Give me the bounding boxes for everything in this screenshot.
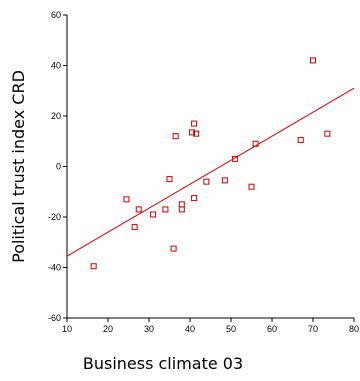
data-point (232, 155, 239, 162)
data-point (189, 129, 196, 136)
data-point (203, 178, 210, 185)
x-tick-label: 60 (267, 324, 277, 334)
data-point (150, 211, 157, 218)
data-point (178, 201, 185, 208)
y-axis-title: Political trust index CRD (9, 70, 28, 263)
data-point (248, 183, 255, 190)
x-tick-label: 80 (349, 324, 359, 334)
data-point (310, 57, 316, 64)
y-tick-label: -60 (48, 313, 61, 323)
data-point (193, 130, 200, 137)
data-point (166, 176, 173, 183)
data-point (123, 196, 130, 203)
x-axis-title: Business climate 03 (83, 354, 243, 373)
y-tick-label: 40 (51, 61, 61, 71)
data-point (172, 133, 179, 140)
fit-line (66, 87, 355, 257)
x-tick-label: 30 (144, 324, 154, 334)
data-point (162, 206, 169, 213)
y-tick-label: 20 (51, 111, 61, 121)
data-point (324, 130, 331, 137)
y-tick-label: 0 (56, 162, 61, 172)
fit-line-group (66, 87, 355, 257)
x-tick-label: 20 (103, 324, 113, 334)
data-point (90, 263, 97, 270)
y-tick-label: 60 (51, 10, 61, 20)
x-tick-label: 70 (308, 324, 318, 334)
x-tick-label: 40 (185, 324, 195, 334)
points-group (90, 57, 331, 270)
x-tick-label: 10 (62, 324, 72, 334)
data-point (191, 120, 198, 127)
data-point (131, 224, 138, 231)
axes: -60 -40 -20 0 20 40 60 10 20 30 40 50 60 70 80 (48, 10, 359, 334)
y-tick-label: -20 (48, 212, 61, 222)
y-tick-label: -40 (48, 263, 61, 273)
data-point (297, 136, 304, 143)
x-tick-label: 50 (226, 324, 236, 334)
data-point (191, 195, 198, 202)
data-point (135, 206, 142, 213)
data-point (170, 245, 177, 252)
data-point (252, 140, 259, 147)
data-point (221, 177, 228, 184)
data-point (178, 206, 185, 213)
